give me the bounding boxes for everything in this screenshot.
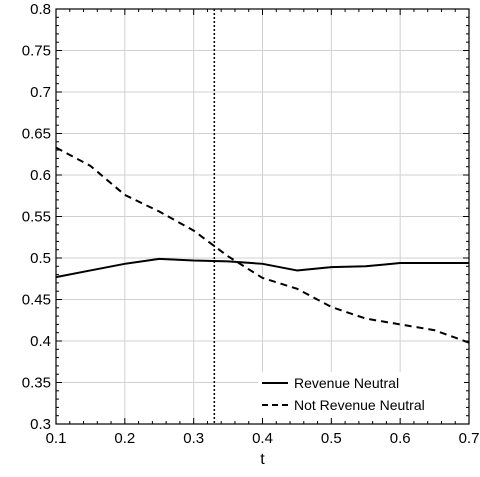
y-tick-label: 0.4 — [30, 333, 51, 350]
legend-box — [258, 372, 464, 418]
y-tick-labels: 0.3 0.35 0.4 0.45 0.5 0.55 0.6 0.65 0.7 0.75 0.8 — [22, 1, 51, 433]
y-tick-label: 0.65 — [22, 126, 51, 143]
y-tick-label: 0.7 — [30, 84, 51, 101]
x-axis-title: t — [260, 451, 265, 468]
legend-label-revenue-neutral: Revenue Neutral — [294, 375, 399, 391]
x-tick-label: 0.3 — [183, 430, 204, 447]
series-layer — [55, 146, 470, 344]
grid — [55, 8, 470, 425]
y-tick-label: 0.8 — [30, 1, 51, 18]
y-tick-label: 0.5 — [30, 250, 51, 267]
y-tick-label: 0.3 — [30, 416, 51, 433]
y-tick-label: 0.6 — [30, 167, 51, 184]
x-tick-label: 0.5 — [321, 430, 342, 447]
series-line-not-revenue-neutral — [55, 146, 470, 344]
series-line-revenue-neutral — [55, 257, 469, 279]
y-tick-label: 0.55 — [22, 209, 51, 226]
ticks — [55, 8, 470, 425]
y-tick-label: 0.35 — [22, 375, 51, 392]
x-tick-label: 0.1 — [46, 430, 67, 447]
y-tick-label: 0.45 — [22, 292, 51, 309]
x-tick-label: 0.6 — [390, 430, 411, 447]
x-tick-label: 0.2 — [114, 430, 135, 447]
x-tick-labels: 0.1 0.2 0.3 0.4 0.5 0.6 0.7 — [46, 430, 480, 447]
x-tick-label: 0.7 — [459, 430, 480, 447]
y-tick-label: 0.75 — [22, 43, 51, 60]
legend-label-not-revenue-neutral: Not Revenue Neutral — [294, 397, 425, 413]
legend: Revenue Neutral Not Revenue Neutral — [258, 372, 464, 418]
x-tick-label: 0.4 — [252, 430, 273, 447]
